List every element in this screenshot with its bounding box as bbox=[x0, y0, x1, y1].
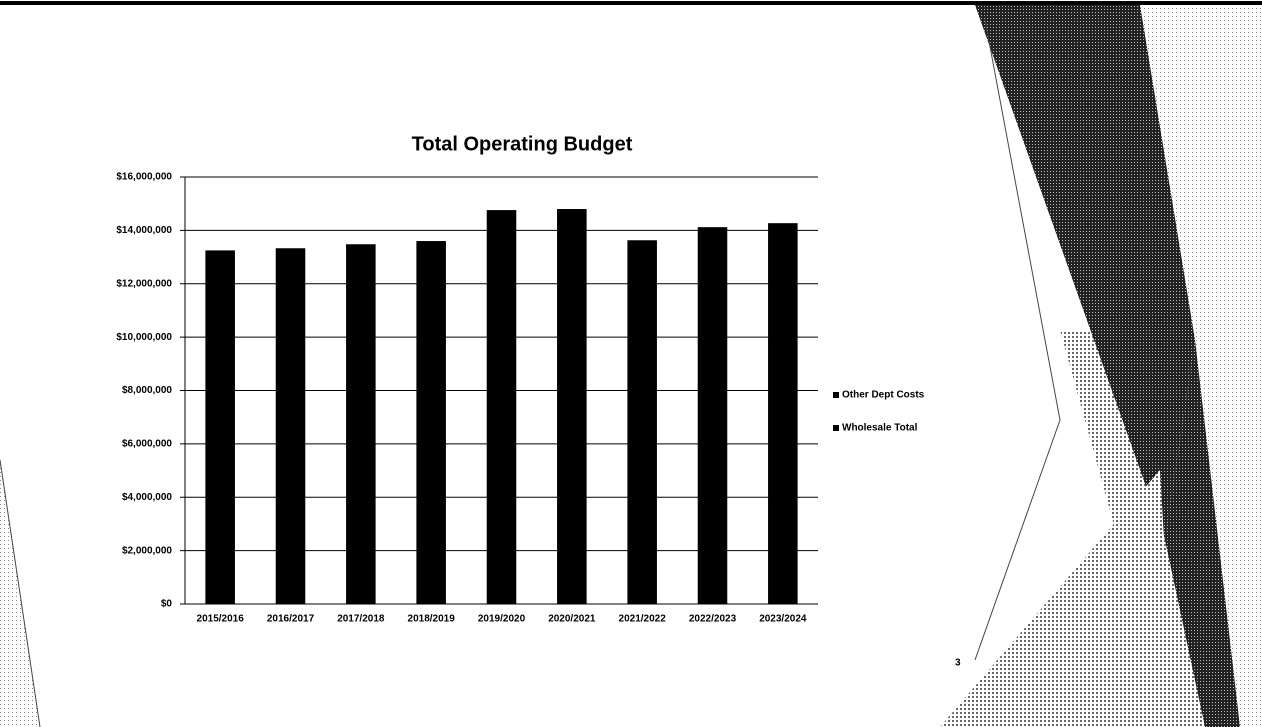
legend-swatch bbox=[833, 425, 839, 431]
x-tick-label: 2020/2021 bbox=[548, 614, 596, 625]
x-tick-label: 2022/2023 bbox=[689, 614, 737, 625]
x-tick-label: 2023/2024 bbox=[759, 614, 807, 625]
legend-label: Other Dept Costs bbox=[842, 390, 925, 401]
bar bbox=[768, 223, 798, 604]
bar bbox=[697, 227, 728, 605]
y-tick-label: $14,000,000 bbox=[116, 225, 172, 236]
page-number: 3 bbox=[955, 658, 961, 669]
y-tick-label: $0 bbox=[161, 599, 173, 610]
bar bbox=[557, 209, 587, 604]
bar bbox=[205, 250, 235, 604]
bar bbox=[275, 248, 306, 605]
y-tick-label: $6,000,000 bbox=[122, 439, 172, 450]
x-tick-label: 2016/2017 bbox=[267, 614, 315, 625]
bar bbox=[627, 240, 657, 604]
x-tick-label: 2018/2019 bbox=[408, 614, 456, 625]
x-tick-label: 2019/2020 bbox=[478, 614, 526, 625]
chart: $0 $2,000,000 $4,000,000 $6,000,000 $8,000,0… bbox=[116, 172, 924, 625]
x-tick-label: 2021/2022 bbox=[619, 614, 667, 625]
chart-title: Total Operating Budget bbox=[412, 133, 633, 155]
legend-swatch bbox=[833, 392, 839, 398]
legend-label: Wholesale Total bbox=[842, 423, 918, 434]
bar bbox=[416, 241, 446, 605]
bar bbox=[486, 210, 517, 604]
y-tick-label: $2,000,000 bbox=[122, 545, 172, 556]
x-tick-label: 2017/2018 bbox=[337, 614, 385, 625]
y-tick-label: $16,000,000 bbox=[116, 172, 172, 183]
x-tick-label: 2015/2016 bbox=[197, 614, 245, 625]
decoration bbox=[0, 5, 1262, 727]
y-tick-label: $4,000,000 bbox=[122, 492, 172, 503]
y-tick-label: $12,000,000 bbox=[116, 278, 172, 289]
y-tick-label: $10,000,000 bbox=[116, 332, 172, 343]
bar bbox=[346, 244, 376, 604]
y-tick-label: $8,000,000 bbox=[122, 385, 172, 396]
